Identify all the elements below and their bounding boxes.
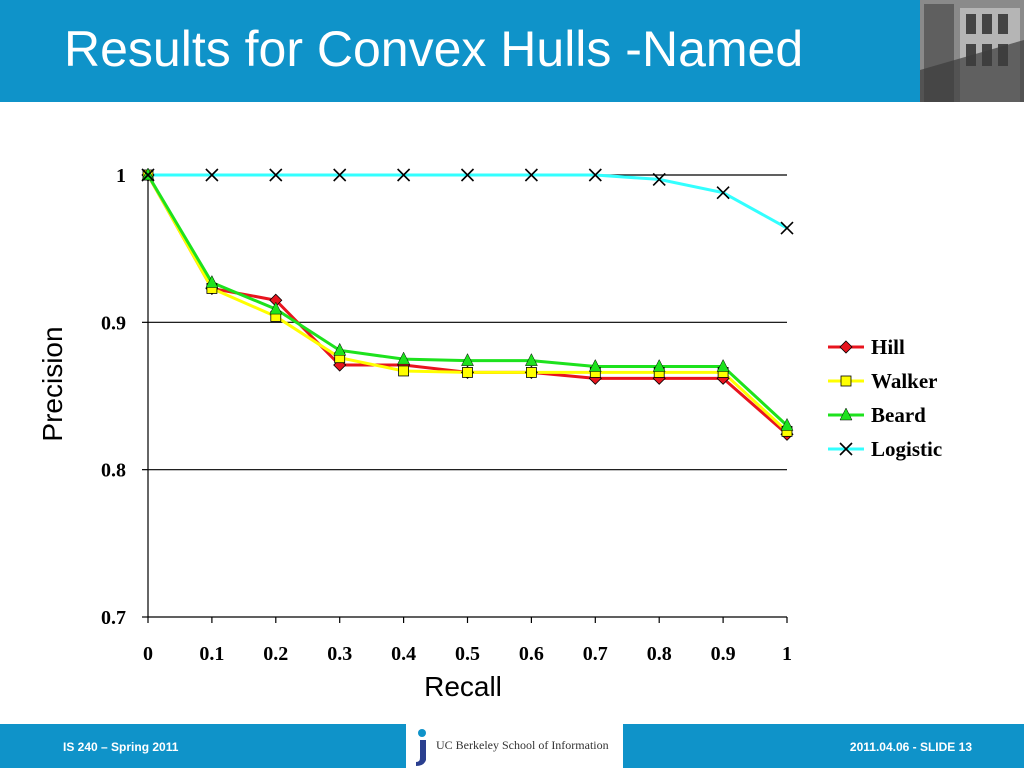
school-logo-icon xyxy=(416,729,426,766)
x-tick-label: 0.1 xyxy=(199,643,224,665)
legend-label-walker: Walker xyxy=(871,369,938,393)
data-point-logistic xyxy=(269,168,283,182)
legend: Hill Walker Beard Logistic xyxy=(828,335,942,461)
data-point-beard xyxy=(333,342,347,356)
footer-course: IS 240 – Spring 2011 xyxy=(63,740,179,754)
data-point-beard xyxy=(652,358,666,372)
slide-footer: IS 240 – Spring 2011 UC Berkeley School … xyxy=(0,724,1024,768)
data-point-logistic xyxy=(141,168,155,182)
data-point-logistic xyxy=(780,221,794,235)
data-point-logistic xyxy=(333,168,347,182)
legend-marker-beard xyxy=(839,407,853,421)
x-tick-label: 0.5 xyxy=(455,643,480,665)
school-name: UC Berkeley School of Information xyxy=(436,738,609,752)
data-point-beard xyxy=(716,358,730,372)
data-point-beard xyxy=(780,417,794,431)
x-tick-label: 1 xyxy=(782,643,792,665)
data-point-beard xyxy=(461,353,474,366)
x-tick-label: 0.6 xyxy=(519,643,544,665)
legend-label-logistic: Logistic xyxy=(871,437,942,461)
y-axis-title: Precision xyxy=(37,326,68,441)
x-tick-label: 0.3 xyxy=(327,643,352,665)
data-point-walker xyxy=(398,365,410,377)
y-tick-label: 0.8 xyxy=(101,460,126,482)
data-point-beard xyxy=(205,274,219,288)
series-line-beard xyxy=(146,174,789,427)
precision-recall-chart: 0.70.80.910 0.1 0.2 0.3 0.4 0.5 0.6 0.7 0.8 0.9 1 … xyxy=(37,165,942,702)
series-line-logistic xyxy=(148,173,788,230)
data-point-beard xyxy=(269,301,283,315)
series-line-walker xyxy=(146,174,789,433)
y-tick-label: 1 xyxy=(116,165,126,187)
axes xyxy=(142,174,788,623)
footer-date-slide: 2011.04.06 - SLIDE 13 xyxy=(849,740,972,754)
data-point-beard xyxy=(524,353,538,366)
x-tick-label: 0.9 xyxy=(711,643,736,665)
data-point-logistic xyxy=(524,168,538,182)
legend-marker-walker xyxy=(840,375,852,387)
tick-labels: 0.7 0.8 0.9 1 0 0.1 0.2 0.3 0.4 0.5 0.6 0.7 0.8 0.9 1 xyxy=(101,165,792,665)
data-point-logistic xyxy=(397,168,411,182)
x-tick-label: 0.7 xyxy=(583,643,608,665)
data-point-beard xyxy=(588,358,602,372)
data-point-walker xyxy=(462,367,473,378)
data-point-logistic xyxy=(716,186,730,200)
data-point-logistic xyxy=(205,168,219,182)
data-point-logistic xyxy=(588,168,602,182)
legend-label-hill: Hill xyxy=(871,335,905,359)
slide-title: Results for Convex Hulls -Named xyxy=(64,21,804,77)
y-tick-label: 0.7 xyxy=(101,607,126,629)
legend-marker-hill xyxy=(839,340,853,354)
series-line-hill xyxy=(146,174,788,436)
x-tick-label: 0.4 xyxy=(391,643,416,665)
x-tick-label: 0.2 xyxy=(263,643,288,665)
legend-label-beard: Beard xyxy=(871,403,926,427)
building-photo xyxy=(920,0,1024,102)
series-lines xyxy=(141,167,794,441)
grid-lines xyxy=(148,174,787,471)
data-point-beard xyxy=(397,351,411,365)
data-point-logistic xyxy=(460,168,475,182)
x-tick-label: 0.8 xyxy=(647,643,672,665)
legend-marker-logistic xyxy=(839,442,853,456)
y-tick-label: 0.9 xyxy=(101,312,126,334)
school-logo: UC Berkeley School of Information xyxy=(406,724,623,768)
x-tick-label: 0 xyxy=(143,643,153,665)
data-point-logistic xyxy=(652,172,666,186)
data-point-walker xyxy=(526,367,537,378)
slide-header: Results for Convex Hulls -Named xyxy=(0,0,1024,102)
x-axis-title: Recall xyxy=(424,671,502,702)
